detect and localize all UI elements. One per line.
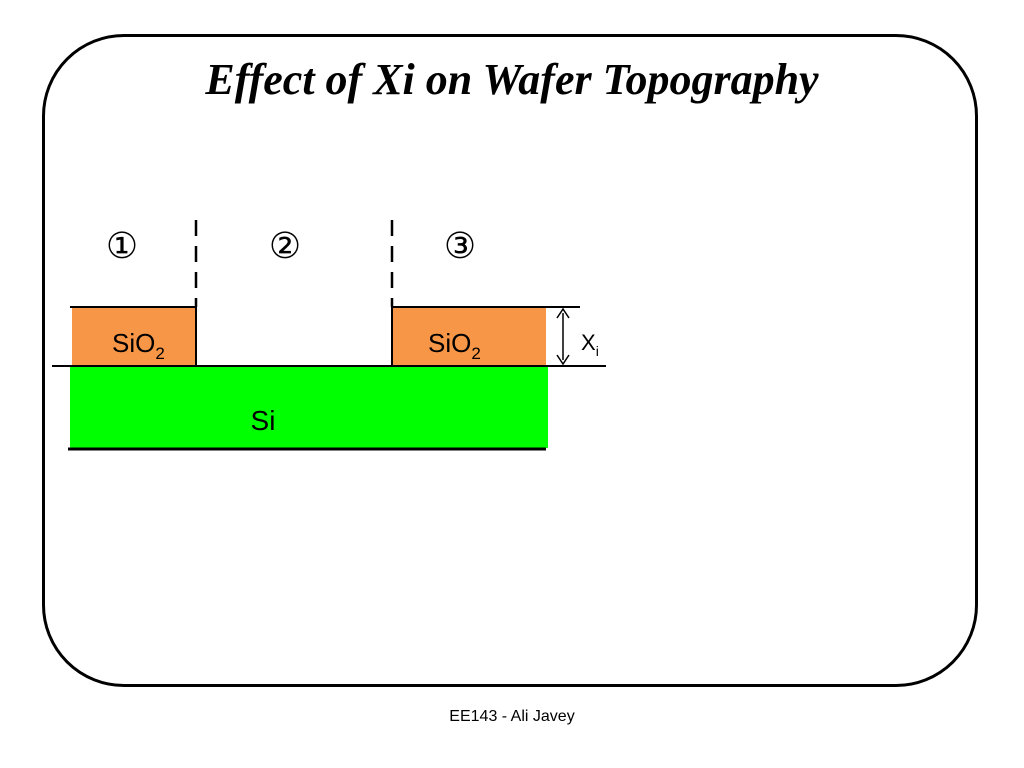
slide-footer: EE143 - Ali Javey [449, 708, 575, 725]
si-substrate-block [70, 366, 548, 448]
sio2-left-subscript: 2 [155, 344, 164, 363]
sio2-right-main: SiO [428, 328, 471, 358]
sio2-right-subscript: 2 [471, 344, 480, 363]
slide-title: Effect of Xi on Wafer Topography [205, 55, 819, 104]
xi-subscript: i [596, 343, 599, 359]
sio2-label-left: SiO2 [112, 328, 165, 363]
sio2-label-right: SiO2 [428, 328, 481, 363]
xi-main: X [581, 330, 596, 355]
region-label-1: ① [106, 225, 138, 266]
xi-label: Xi [581, 330, 599, 359]
thickness-arrow-head-bottom [556, 354, 570, 366]
region-label-3: ③ [444, 225, 476, 266]
sio2-left-main: SiO [112, 328, 155, 358]
sio2-block-right [392, 307, 546, 366]
region-label-2: ② [269, 225, 301, 266]
slide-frame [42, 34, 978, 687]
sio2-block-left [72, 307, 196, 366]
si-label: Si [251, 405, 276, 436]
thickness-arrow-head-top [556, 307, 570, 319]
